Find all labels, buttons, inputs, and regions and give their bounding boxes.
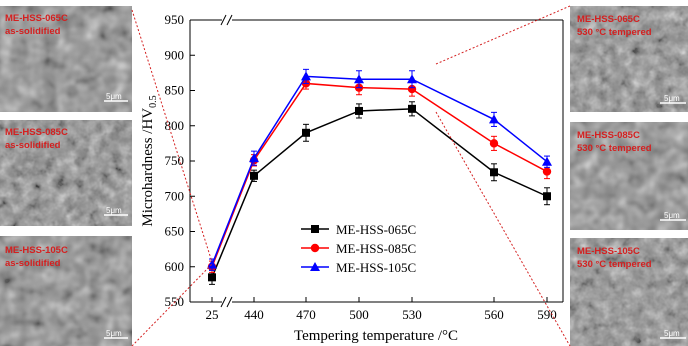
y-tick-label-700: 700 [165,188,185,203]
series-3-point-6 [489,114,499,124]
micrograph-left-3: ME-HSS-105C as-solidified 5μm [0,236,132,346]
micrograph-right-3-state: 530 °C tempered [577,259,652,270]
micrograph-left-2-state: as-solidified [5,140,61,151]
legend-label-1: ME-HSS-065C [336,222,416,237]
series-1-point-6 [490,168,498,177]
micrograph-left-2: ME-HSS-085C as-solidified 5μm [0,120,132,226]
micrograph-right-2-title: ME-HSS-085C [577,130,640,141]
x-tick-label-500: 500 [349,307,369,322]
series-2-point-7 [542,167,552,176]
legend: ME-HSS-065C ME-HSS-085C ME-HSS-105C [301,222,416,275]
series-3-point-5 [407,74,417,84]
legend-entry-3: ME-HSS-105C [301,260,416,275]
series-1-point-3 [302,128,310,137]
y-tick-label-600: 600 [165,259,185,274]
chart: 550 600 650 700 750 800 850 900 950 25 440 470 500 5… [140,12,564,344]
series-3-point-3 [301,71,311,81]
y-tick-label-650: 650 [165,224,185,239]
x-axis-ticks: 25 440 470 500 530 560 590 [206,297,557,322]
series-3 [207,68,552,271]
y-tick-label-900: 900 [165,47,185,62]
micrograph-left-1: ME-HSS-065C as-solidified 5μm [0,6,132,112]
series-1-point-2 [250,171,258,180]
micrograph-left-2-scale: 5μm [106,206,122,215]
micrograph-right-1: ME-HSS-065C 530 °C tempered 5μm [570,6,688,112]
legend-entry-1: ME-HSS-065C [301,222,416,237]
micrograph-right-2-state: 530 °C tempered [577,143,652,154]
series-1 [208,101,551,285]
series-3-point-7 [542,156,552,166]
micrograph-left-1-title: ME-HSS-065C [5,13,68,24]
series-1-point-1 [208,273,216,282]
micrograph-left-3-title: ME-HSS-105C [5,245,68,256]
micrograph-right-2-scale: 5μm [664,211,680,220]
y-axis-title-sub: 0.5 [148,95,159,108]
series-2-point-6 [489,139,499,148]
x-tick-label-470: 470 [296,307,316,322]
x-tick-label-560: 560 [484,307,504,322]
y-tick-label-850: 850 [165,83,185,98]
x-axis-title: Tempering temperature /°C [294,328,458,344]
series-1-point-5 [408,104,416,113]
micrograph-right-2: ME-HSS-085C 530 °C tempered 5μm [570,122,688,230]
micrograph-right-3: ME-HSS-105C 530 °C tempered 5μm [570,238,688,346]
micrograph-left-3-scale: 5μm [106,329,122,338]
micrograph-right-1-scale: 5μm [664,94,680,103]
legend-label-3: ME-HSS-105C [336,260,416,275]
legend-label-2: ME-HSS-085C [336,241,416,256]
y-tick-label-550: 550 [165,294,185,309]
series-3-point-2 [249,153,259,163]
series-1-point-4 [355,106,363,115]
legend-entry-2: ME-HSS-085C [301,241,416,256]
x-tick-label-25: 25 [206,307,219,322]
series-3-point-4 [354,74,364,84]
series-2-point-5 [407,84,417,94]
x-tick-label-530: 530 [402,307,422,322]
y-axis-title: Microhardness /HV0.5 [140,95,159,226]
y-axis-ticks: 550 600 650 700 750 800 850 900 950 [165,12,195,309]
micrograph-left-1-state: as-solidified [5,26,61,37]
micrograph-right-1-state: 530 °C tempered [577,27,652,38]
y-tick-label-800: 800 [165,118,185,133]
y-tick-label-750: 750 [165,153,185,168]
micrograph-left-2-title: ME-HSS-085C [5,127,68,138]
micrograph-right-3-title: ME-HSS-105C [577,246,640,257]
micrograph-right-3-scale: 5μm [664,329,680,338]
x-tick-label-440: 440 [244,307,264,322]
y-tick-label-950: 950 [165,12,185,27]
micrograph-left-3-state: as-solidified [5,258,61,269]
micrograph-right-1-title: ME-HSS-065C [577,14,640,25]
series-layer [207,68,552,285]
series-1-point-7 [543,192,551,201]
series-3-point-1 [207,259,217,269]
y-axis-title-main: Microhardness /HV [140,108,156,227]
micrograph-connectors [131,5,571,346]
x-tick-label-590: 590 [537,307,557,322]
micrograph-left-1-scale: 5μm [106,92,122,101]
